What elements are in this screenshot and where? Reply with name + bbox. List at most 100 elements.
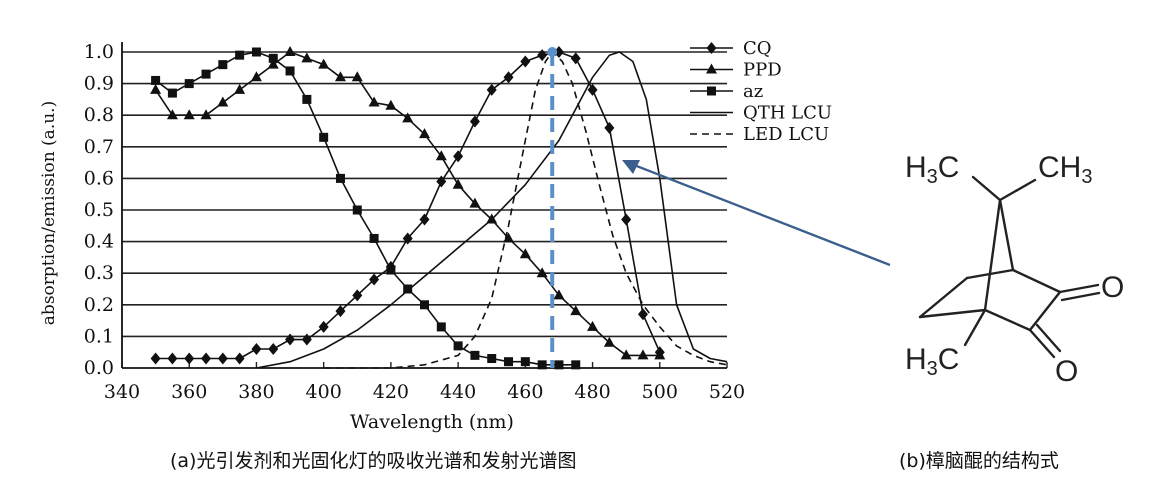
data-point [352, 205, 362, 215]
x-tick-label: 460 [507, 381, 543, 403]
data-point [435, 150, 447, 161]
data-point [235, 50, 245, 60]
h3c-bottom-label: H3C [905, 343, 959, 380]
data-point [419, 128, 430, 139]
bond [1011, 268, 1062, 294]
bond [965, 268, 1015, 280]
legend-swatch-marker [706, 42, 717, 54]
data-point [268, 343, 279, 356]
y-tick-label: 0.6 [84, 167, 114, 189]
bond [983, 198, 1002, 312]
data-point [469, 197, 481, 208]
x-tick-label: 520 [709, 381, 745, 403]
data-point [217, 96, 229, 107]
y-tick-label: 0.2 [84, 294, 114, 316]
data-point [369, 233, 379, 243]
data-point [503, 232, 515, 243]
axes [121, 42, 728, 369]
data-point [335, 173, 345, 183]
tick-labels: 0.0 0.1 0.2 0.3 0.4 0.5 0.6 0.7 0.8 0.9 1.0 340 360 3… [84, 41, 745, 403]
data-point [200, 109, 212, 120]
data-point [234, 352, 245, 365]
data-point [386, 265, 396, 275]
arrow-shaft [633, 163, 891, 267]
data-point [334, 71, 346, 82]
arrow-head [622, 160, 640, 174]
data-point [285, 333, 296, 346]
data-point [637, 308, 648, 321]
data-point [201, 352, 212, 365]
bond [918, 276, 969, 319]
highlight-peak-dot [547, 47, 558, 57]
data-point [268, 53, 278, 63]
data-point [167, 352, 178, 365]
data-point [151, 75, 161, 85]
bond [998, 198, 1015, 272]
data-point [302, 94, 312, 104]
data-point [420, 300, 429, 310]
x-tick-label: 340 [104, 381, 140, 403]
bond [963, 308, 987, 347]
data-point [603, 336, 615, 347]
data-point [553, 46, 564, 58]
bond [971, 175, 1002, 202]
data-point [218, 60, 228, 70]
oxygen-bottom-label: O [1055, 355, 1078, 385]
data-point [536, 267, 548, 278]
data-point [234, 83, 246, 94]
data-point [150, 352, 161, 365]
double-bond [1058, 283, 1100, 294]
data-point [520, 55, 531, 68]
data-point [654, 349, 666, 360]
data-point [150, 83, 162, 94]
data-point [318, 320, 329, 333]
data-point [183, 109, 195, 120]
data-point [436, 322, 446, 332]
data-point [284, 46, 296, 56]
y-tick-label: 1.0 [84, 41, 114, 63]
y-tick-label: 0.7 [84, 136, 114, 158]
series-line [154, 51, 660, 357]
data-point [470, 350, 480, 360]
data-point [167, 88, 177, 98]
data-point [184, 79, 194, 89]
oxygen-top-label: O [1101, 271, 1124, 304]
y-tick-label: 0.8 [84, 104, 114, 126]
data-point [267, 58, 279, 69]
h3c-top-label: H3C [905, 151, 959, 188]
data-point [184, 352, 195, 365]
bond [983, 308, 1032, 332]
double-bond [1035, 323, 1062, 353]
data-point [537, 49, 548, 62]
data-point [285, 66, 295, 76]
data-point [453, 341, 463, 351]
x-tick-label: 380 [238, 381, 274, 403]
ch3-top-label: CH3 [1038, 151, 1092, 188]
data-point [166, 109, 178, 120]
data-point [537, 360, 547, 370]
data-point [519, 248, 531, 259]
data-point [318, 58, 330, 69]
data-point [604, 121, 615, 134]
data-point [402, 232, 413, 245]
data-point [570, 305, 582, 316]
data-point [587, 83, 598, 96]
data-point [368, 96, 380, 107]
data-point [385, 99, 397, 110]
x-tick-label: 440 [440, 381, 476, 403]
data-point [251, 343, 262, 356]
data-point [553, 289, 565, 300]
x-axis-label: Wavelength (nm) [350, 411, 514, 433]
data-point [335, 305, 346, 318]
data-point [486, 83, 497, 96]
data-point [369, 273, 380, 286]
legend-swatch-marker [707, 86, 716, 96]
data-point [520, 357, 530, 367]
legend-label: CQ [743, 38, 772, 59]
data-point [250, 71, 262, 82]
data-point [504, 357, 514, 367]
data-point [621, 213, 632, 226]
data-point [301, 333, 312, 346]
data-point [469, 115, 480, 128]
